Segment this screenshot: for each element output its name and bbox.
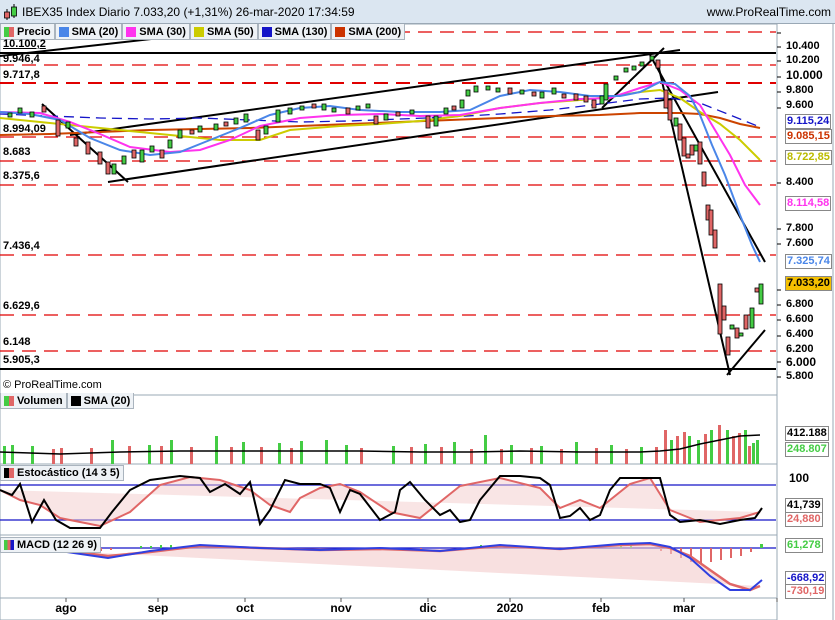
level-label: 7.436,4 [3,240,40,252]
level-label: 6.148 [3,336,31,348]
stochastic-d-line [0,475,761,528]
legend-label: Precio [17,25,51,38]
legend-label: SMA (130) [274,25,328,38]
price-tick: 7.600 [786,237,814,249]
x-label-2020: 2020 [496,601,524,615]
macd-panel [0,541,776,592]
macd-line [0,541,763,591]
level-label: 8.994,09 [3,123,46,135]
price-tick: 6.000 [786,355,817,369]
stochastic-legend: Estocástico (14 3 5) [0,465,124,481]
x-label-oct: oct [236,601,254,615]
legend-label: SMA (20) [83,394,131,407]
stochastic-k-line [0,474,763,529]
legend-sma-130[interactable]: SMA (130) [257,24,332,40]
macd-line-tag: -668,92 [785,571,827,586]
candlestick-icon [4,4,17,20]
level-label: 5.905,3 [3,354,40,366]
legend-volume-sma-20[interactable]: SMA (20) [66,393,135,409]
legend-sma-200[interactable]: SMA (200) [331,24,406,40]
title-bar: IBEX35 Index Diario 7.033,20 (+1,31%) 26… [0,0,835,24]
trend-lines [0,37,766,376]
sma-20-line [0,80,761,263]
chart-title: IBEX35 Index Diario 7.033,20 (+1,31%) 26… [22,5,355,19]
price-axis-ticks [777,32,781,378]
level-label: 9.717,8 [3,69,40,81]
x-label-feb: feb [592,601,610,615]
legend-sma-50[interactable]: SMA (50) [189,24,258,40]
last-price-tag: 7.033,20 [785,276,832,291]
price-tick: 8.400 [786,176,814,188]
legend-label: SMA (200) [348,25,402,38]
site-link[interactable]: www.ProRealTime.com [706,5,831,19]
price-tick: 10.200 [786,54,820,66]
sma-30-line [0,80,761,206]
x-axis-ticks [65,598,778,602]
price-tick: 7.800 [786,222,814,234]
level-label: 10.100,2 [3,38,46,50]
sma-130-value-tag: 9.115,24 [785,114,832,129]
price-candles [7,55,764,356]
volume-sma-tag: 412.188 [785,426,829,441]
legend-volumen[interactable]: Volumen [0,393,67,409]
moving-averages [0,80,761,263]
price-tick: 6.200 [786,343,814,355]
legend-precio[interactable]: Precio [0,24,55,40]
level-label: 6.629,6 [3,300,40,312]
level-label: 8.375,6 [3,170,40,182]
level-label: 9.946,4 [3,53,40,65]
legend-estocastico[interactable]: Estocástico (14 3 5) [0,465,124,481]
legend-label: Volumen [17,394,63,407]
legend-label: MACD (12 26 9) [17,539,98,551]
legend-macd[interactable]: MACD (12 26 9) [0,537,102,553]
price-tick: 6.400 [786,328,814,340]
x-label-nov: nov [330,601,352,615]
sma-200-value-tag: 9.085,15 [785,129,832,144]
legend-label: SMA (20) [71,25,119,38]
x-label-ago: ago [55,601,77,615]
price-tick: 9.600 [786,99,814,111]
stochastic-panel [0,474,776,529]
volume-legend: Volumen SMA (20) [0,393,135,409]
stochastic-d-tag: 24,880 [785,512,823,527]
legend-label: SMA (50) [206,25,254,38]
stochastic-tick-100: 100 [789,471,810,485]
volume-value-tag: 248.807 [785,442,829,457]
legend-sma-20[interactable]: SMA (20) [54,24,123,40]
legend-label: SMA (30) [139,25,186,38]
sma-130-line [0,97,761,128]
chart-canvas[interactable] [0,24,835,620]
x-label-mar: mar [672,601,696,615]
volume-sma-line [0,434,761,455]
level-label: 8.683 [3,146,31,158]
macd-histogram-tag: 61,278 [785,538,823,553]
price-tick: 6.800 [786,298,814,310]
legend-sma-30[interactable]: SMA (30) [122,24,190,40]
price-legend: Precio SMA (20) SMA (30) SMA (50) SMA (1… [0,24,406,40]
price-tick: 10.400 [786,40,820,52]
copyright: © ProRealTime.com [3,379,102,391]
price-tick: 9.800 [786,84,814,96]
macd-legend: MACD (12 26 9) [0,537,102,553]
volume-bars [0,425,761,464]
stochastic-k-tag: 41,739 [785,498,823,513]
price-tick: 5.800 [786,370,814,382]
sma-30-value-tag: 8.114,58 [785,196,832,211]
price-tick: 6.600 [786,313,814,325]
legend-label: Estocástico (14 3 5) [17,467,120,479]
sma-20-value-tag: 7.325,74 [785,254,832,269]
sma-50-value-tag: 8.722,85 [785,150,832,165]
x-label-sep: sep [147,601,169,615]
x-label-dic: dic [419,601,437,615]
price-tick: 10.000 [786,68,823,82]
macd-signal-tag: -730,19 [785,584,827,599]
